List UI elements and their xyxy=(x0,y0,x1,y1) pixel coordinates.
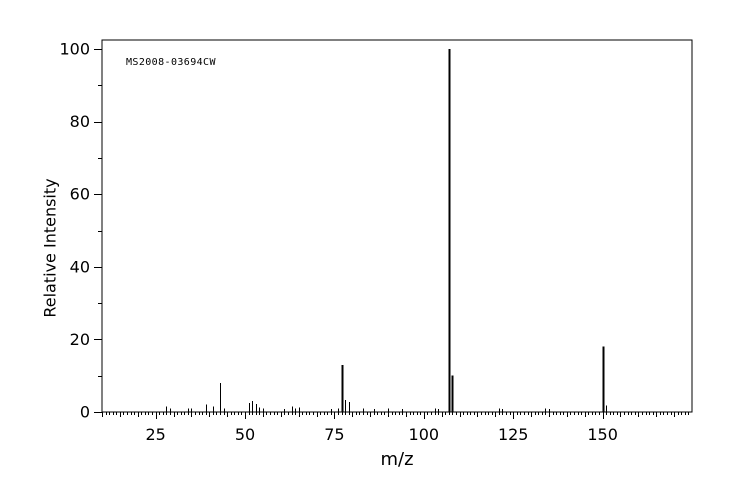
x-axis-label: m/z xyxy=(380,449,414,470)
y-tick-label: 40 xyxy=(70,257,90,276)
y-tick-label: 20 xyxy=(70,330,90,349)
y-tick-label: 0 xyxy=(80,403,90,422)
x-tick-label: 125 xyxy=(498,425,529,444)
x-tick-label: 50 xyxy=(235,425,255,444)
y-tick-label: 80 xyxy=(70,112,90,131)
y-tick-label: 60 xyxy=(70,185,90,204)
y-tick-label: 100 xyxy=(59,40,90,59)
x-tick-label: 25 xyxy=(145,425,165,444)
x-tick-label: 75 xyxy=(324,425,344,444)
x-tick-label: 100 xyxy=(409,425,440,444)
y-axis-label: Relative Intensity xyxy=(40,178,60,318)
spectrum-id-label: MS2008-03694CW xyxy=(126,57,216,68)
x-tick-label: 150 xyxy=(587,425,618,444)
plot-border xyxy=(101,39,693,413)
